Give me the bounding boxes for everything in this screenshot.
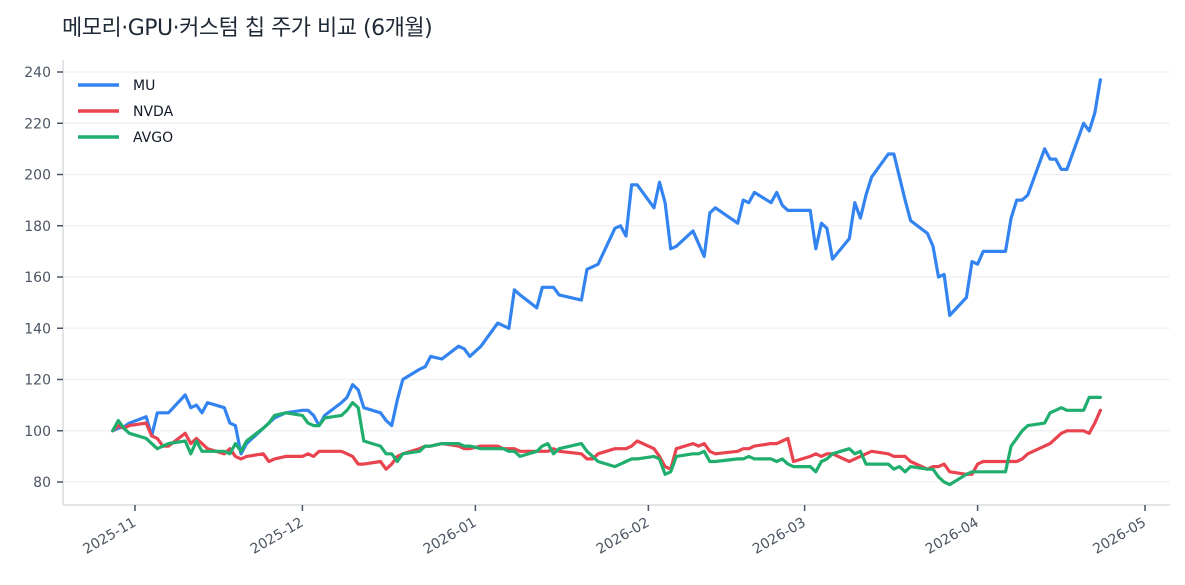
legend-label-avgo: AVGO: [133, 130, 173, 146]
y-tick-label: 140: [24, 321, 51, 337]
x-tick-label: 2026-03: [750, 515, 809, 558]
legend-label-mu: MU: [133, 78, 155, 94]
x-tick-label: 2025-12: [248, 515, 307, 558]
grid-lines: [63, 71, 1170, 483]
x-tick-label: 2026-01: [421, 515, 480, 558]
data-lines: [111, 78, 1103, 487]
y-tick-label: 200: [24, 168, 51, 184]
x-tick-label: 2026-02: [594, 515, 653, 558]
y-tick-label: 100: [24, 424, 51, 440]
x-tick-label: 2026-05: [1090, 515, 1149, 558]
x-axis-ticks: 2025-11 2025-12 2026-01 2026-02 2026-03 2026-…: [80, 505, 1149, 558]
axes: [62, 60, 1170, 506]
x-tick-label: 2025-11: [80, 515, 139, 558]
y-tick-label: 120: [24, 373, 51, 389]
y-tick-label: 180: [24, 219, 51, 235]
y-tick-label: 80: [33, 475, 51, 491]
x-tick-label: 2026-04: [923, 515, 982, 558]
legend-label-nvda: NVDA: [133, 104, 174, 120]
series-line-nvda: [111, 408, 1103, 476]
y-tick-label: 240: [24, 65, 51, 81]
series-line-avgo: [111, 395, 1103, 487]
y-tick-label: 220: [24, 116, 51, 132]
series-line-mu: [111, 78, 1103, 456]
legend: MU NVDA AVGO: [78, 78, 174, 146]
chart-title: 메모리·GPU·커스텀 칩 주가 비교 (6개월): [62, 16, 433, 41]
y-tick-label: 160: [24, 270, 51, 286]
y-axis-ticks: 80 100 120 140 160 180 200 220 240: [24, 65, 63, 491]
